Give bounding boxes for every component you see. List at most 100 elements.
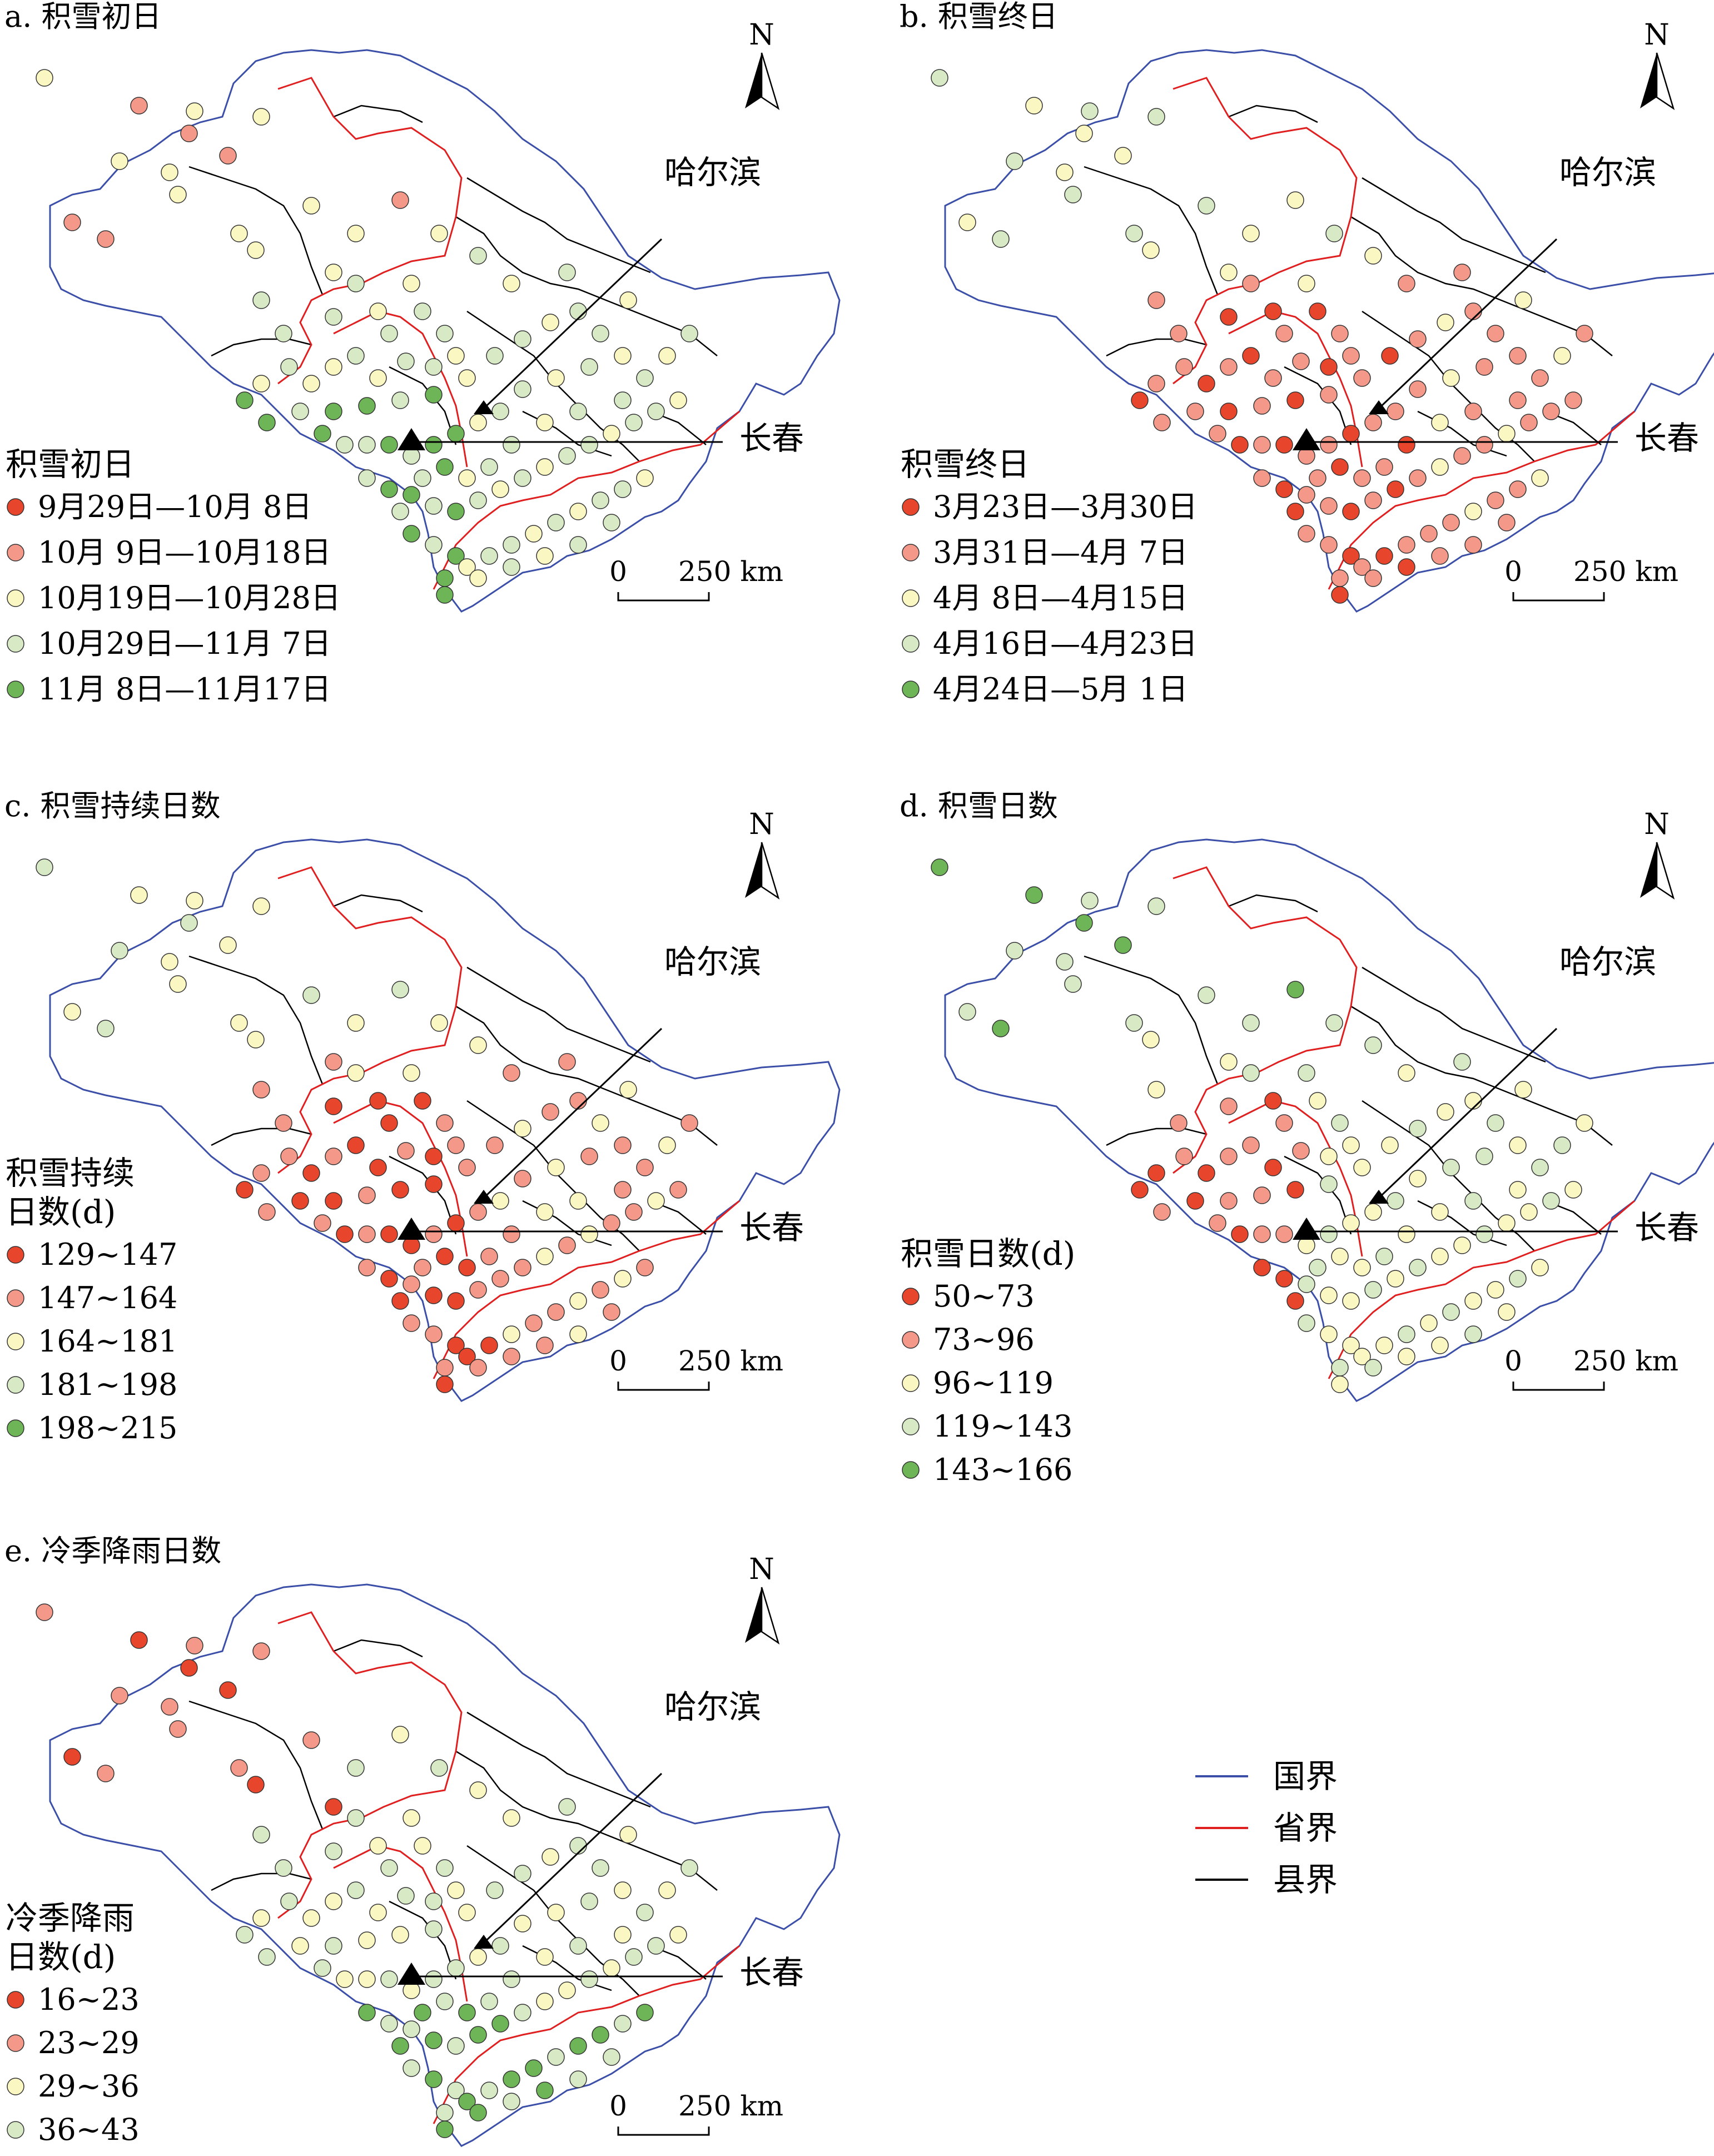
station-dot <box>1331 458 1349 476</box>
legend-class-label: 73~96 <box>933 1322 1035 1357</box>
scale-value: 250 km <box>678 2090 783 2122</box>
station-dot <box>347 1014 365 1032</box>
station-dot <box>458 2004 476 2021</box>
station-dot <box>547 2048 565 2066</box>
changchun-marker <box>1293 1218 1320 1240</box>
legend-swatch <box>7 1333 24 1350</box>
station-dot <box>391 191 409 209</box>
legend-class-label: 181~198 <box>38 1367 177 1402</box>
station-dot <box>1381 1136 1399 1154</box>
station-dot <box>1298 275 1315 292</box>
station-dot <box>1025 97 1043 115</box>
station-dot <box>1320 1175 1338 1193</box>
station-dot <box>1364 247 1382 265</box>
legend-swatch <box>902 1418 920 1435</box>
station-dot <box>536 547 554 565</box>
station-dot <box>1320 536 1338 554</box>
station-dot <box>414 469 431 487</box>
station-dot <box>486 1136 504 1154</box>
station-dot <box>1531 1159 1549 1176</box>
station-dot <box>391 2037 409 2055</box>
station-dot <box>219 1681 237 1699</box>
station-dot <box>436 1375 454 1393</box>
station-dot <box>514 1259 531 1276</box>
harbin-leader-line <box>485 1027 663 1196</box>
changchun-marker <box>1293 428 1320 450</box>
station-dot <box>1520 1203 1538 1221</box>
station-dot <box>391 391 409 409</box>
harbin-leader-line <box>1380 1027 1558 1196</box>
station-dot <box>558 1981 576 1999</box>
station-dot <box>36 69 53 87</box>
station-dot <box>491 2015 509 2033</box>
station-dot <box>503 1064 520 1082</box>
station-dot <box>536 458 554 476</box>
station-dot <box>569 403 587 420</box>
station-dot <box>480 458 498 476</box>
legend-swatch <box>7 635 24 653</box>
station-dot <box>258 1203 276 1221</box>
scale-zero: 0 <box>609 2090 627 2122</box>
station-dot <box>1514 291 1532 309</box>
station-dot <box>219 936 237 954</box>
changchun-label: 长春 <box>1634 1209 1699 1246</box>
station-dot <box>1531 369 1549 387</box>
scale-zero: 0 <box>609 1345 627 1377</box>
station-dot <box>425 386 443 404</box>
station-dot <box>403 1809 420 1827</box>
station-dot <box>1342 1292 1360 1310</box>
station-dot <box>436 1359 454 1377</box>
station-dot <box>469 1203 487 1221</box>
station-dot <box>1487 1281 1504 1299</box>
station-dot <box>252 375 270 393</box>
station-dot <box>1198 986 1215 1004</box>
class-legend: 积雪终日 3月23日—3月30日 3月31日—4月 7日 4月 8日—4月15日 4月1… <box>901 445 1198 707</box>
station-dot <box>447 1136 465 1154</box>
station-dot <box>252 1081 270 1099</box>
station-dot <box>614 1136 632 1154</box>
legend-title: 积雪持续 <box>6 1154 135 1192</box>
station-dot <box>536 1203 554 1221</box>
station-dot <box>514 469 531 487</box>
station-dot <box>1286 191 1304 209</box>
station-dot <box>614 1270 632 1288</box>
region-map <box>36 1583 841 2147</box>
station-dot <box>186 102 203 120</box>
legend-class-label: 10月19日—10月28日 <box>38 580 341 615</box>
legend-swatch <box>7 589 24 607</box>
station-dot <box>992 230 1010 248</box>
station-dot <box>1231 1225 1249 1243</box>
station-dot <box>503 1809 520 1827</box>
station-dot <box>236 391 254 409</box>
station-dot <box>325 1192 342 1210</box>
station-dot <box>1375 1337 1393 1354</box>
north-arrow: N <box>745 808 780 900</box>
harbin-marker <box>1369 1190 1389 1204</box>
station-dot <box>619 1826 637 1844</box>
station-dot <box>252 1909 270 1927</box>
station-dot <box>1242 275 1260 292</box>
station-dot <box>1325 225 1343 242</box>
station-dot <box>425 497 443 515</box>
changchun-marker <box>398 428 425 450</box>
station-dot <box>536 1337 554 1354</box>
station-dot <box>547 514 565 531</box>
station-dot <box>1353 1259 1371 1276</box>
station-dot <box>1398 558 1415 576</box>
station-dot <box>680 1859 698 1877</box>
legend-class-label: 16~23 <box>38 1982 140 2017</box>
station-dot <box>380 436 398 454</box>
station-dot <box>130 97 148 115</box>
station-dot <box>1409 469 1427 487</box>
station-dot <box>161 163 178 181</box>
station-dot <box>1509 480 1527 498</box>
station-dot <box>614 347 632 365</box>
station-dot <box>514 1170 531 1188</box>
station-dot <box>619 291 637 309</box>
harbin-label: 哈尔滨 <box>664 1688 761 1726</box>
station-dot <box>219 147 237 165</box>
station-dot <box>1531 469 1549 487</box>
